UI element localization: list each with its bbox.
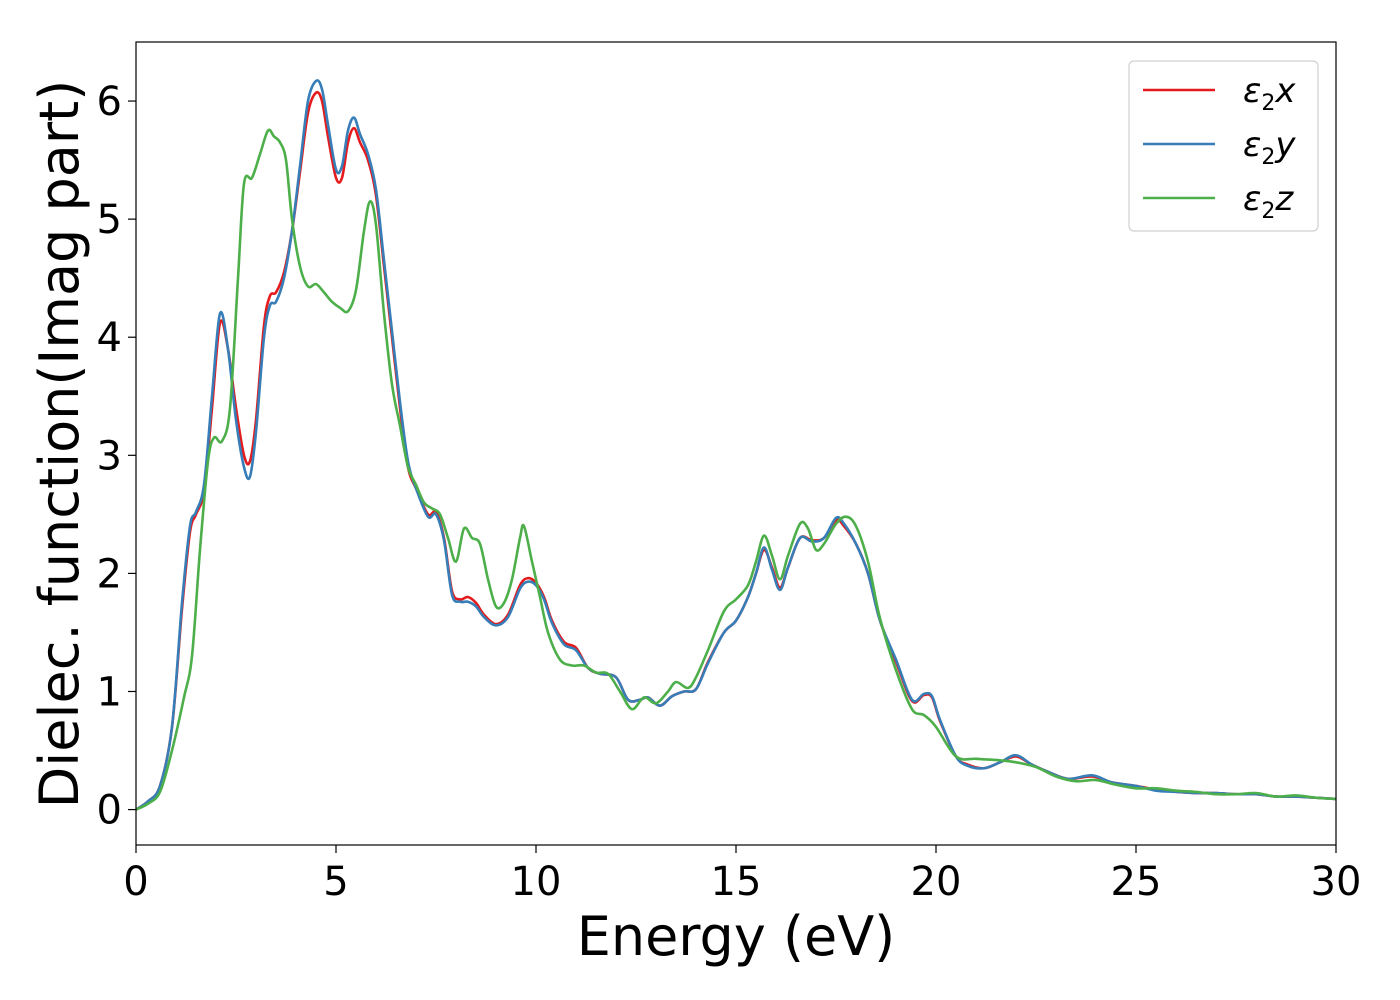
x-axis: 0 5 10 15 20 25 30: [123, 845, 1361, 905]
y-tick-label: 5: [97, 197, 122, 243]
x-tick-label: 0: [123, 859, 148, 905]
series-line-2: [135, 79, 1337, 811]
legend-label-2: ε2y: [1243, 125, 1296, 170]
y-tick-label: 4: [97, 315, 122, 361]
y-axis-title: Dielec. function(Imag part): [28, 80, 91, 809]
y-tick-label: 2: [97, 551, 122, 597]
x-tick-label: 20: [911, 859, 962, 905]
x-axis-title: Energy (eV): [577, 905, 896, 968]
legend-label-1: ε2x: [1243, 71, 1296, 116]
legend-label-3: ε2z: [1243, 179, 1294, 224]
y-axis: 0 1 2 3 4 5 6: [97, 79, 136, 834]
x-tick-label: 30: [1311, 859, 1362, 905]
legend: ε2x ε2y ε2z: [1128, 60, 1319, 232]
x-tick-label: 5: [323, 859, 348, 905]
series-layer: [135, 79, 1337, 811]
x-tick-label: 25: [1111, 859, 1162, 905]
x-tick-label: 10: [511, 859, 562, 905]
y-tick-label: 1: [97, 669, 122, 715]
y-tick-label: 3: [97, 433, 122, 479]
y-tick-label: 6: [97, 79, 122, 125]
x-tick-label: 15: [711, 859, 762, 905]
legend-box: [1128, 60, 1319, 232]
y-tick-label: 0: [97, 788, 122, 834]
series-line-3: [135, 128, 1337, 811]
